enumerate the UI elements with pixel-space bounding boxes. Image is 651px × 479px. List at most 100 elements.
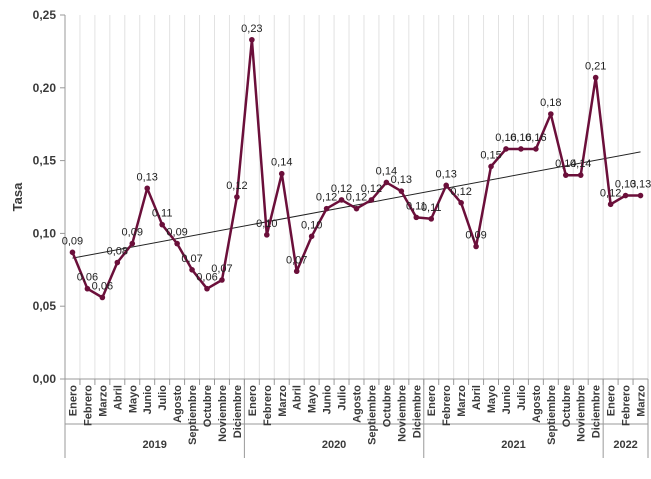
x-tick-label: Enero	[247, 385, 259, 416]
data-label: 0,11	[406, 200, 427, 212]
data-point	[488, 163, 494, 170]
x-tick-label: Agosto	[172, 385, 184, 423]
x-tick-label: Febrero	[262, 385, 274, 426]
data-point	[577, 172, 584, 178]
data-label: 0,21	[585, 61, 606, 73]
data-point	[443, 182, 449, 189]
data-point	[428, 216, 435, 222]
x-tick-label: Noviembre	[217, 385, 229, 442]
x-tick-label: Diciembre	[232, 385, 244, 438]
data-point	[114, 259, 121, 266]
data-label: 0,09	[62, 235, 83, 247]
x-tick-label: Noviembre	[576, 385, 588, 442]
year-group-label: 2020	[322, 439, 346, 451]
data-point	[562, 172, 569, 178]
x-tick-label: Octubre	[561, 385, 573, 427]
x-tick-label: Marzo	[277, 385, 289, 417]
data-label: 0,13	[630, 179, 651, 191]
data-label: 0,18	[540, 97, 561, 109]
data-point	[189, 267, 195, 273]
x-tick-label: Septiembre	[546, 385, 558, 445]
data-label: 0,16	[495, 132, 516, 144]
data-label: 0,07	[286, 254, 307, 266]
y-axis-label: Tasa	[10, 182, 25, 211]
data-point	[293, 268, 300, 275]
x-tick-label: Octubre	[381, 385, 393, 427]
data-point	[548, 111, 554, 117]
year-group-label: 2022	[613, 439, 637, 451]
year-group-label: 2019	[142, 439, 166, 451]
x-tick-label: Enero	[426, 385, 438, 416]
x-tick-label: Marzo	[636, 385, 648, 417]
y-tick-label: 0,10	[33, 226, 57, 240]
data-label: 0,06	[77, 272, 98, 284]
data-point	[607, 201, 614, 208]
x-tick-label: Diciembre	[411, 385, 423, 438]
data-label: 0,10	[256, 218, 277, 230]
x-tick-label: Julio	[157, 385, 169, 411]
x-tick-label: Septiembre	[366, 385, 378, 445]
data-label: 0,13	[615, 179, 636, 191]
data-label: 0,11	[421, 202, 442, 214]
data-point	[234, 194, 240, 200]
data-point	[264, 232, 270, 238]
data-label: 0,16	[510, 132, 531, 144]
data-label: 0,10	[301, 219, 322, 231]
data-point	[308, 233, 315, 240]
data-point	[99, 294, 106, 301]
data-label: 0,13	[435, 168, 456, 180]
data-point	[622, 192, 629, 199]
x-tick-label: Abril	[292, 385, 304, 410]
data-point	[503, 146, 509, 152]
x-tick-label: Agosto	[531, 385, 543, 423]
data-label: 0,09	[122, 227, 143, 239]
x-tick-label: Marzo	[456, 385, 468, 417]
x-tick-label: Abril	[471, 385, 483, 410]
x-tick-label: Julio	[516, 385, 528, 411]
x-tick-label: Agosto	[352, 385, 364, 423]
x-tick-label: Febrero	[82, 385, 94, 426]
x-tick-label: Enero	[606, 385, 618, 416]
data-point	[458, 200, 464, 206]
data-label: 0,12	[226, 180, 247, 192]
data-label: 0,12	[316, 192, 337, 204]
data-point	[174, 240, 180, 247]
data-label: 0,09	[465, 230, 486, 242]
x-tick-label: Diciembre	[591, 385, 603, 438]
data-point	[278, 170, 285, 177]
data-point	[69, 249, 76, 256]
data-point	[637, 192, 644, 199]
data-label: 0,12	[450, 186, 471, 198]
data-point	[323, 205, 330, 212]
data-label: 0,14	[570, 158, 591, 170]
data-label: 0,14	[376, 165, 397, 177]
x-tick-label: Enero	[67, 385, 79, 416]
data-point	[204, 285, 210, 292]
trendline	[72, 151, 641, 259]
data-point	[398, 188, 405, 194]
x-tick-label: Noviembre	[396, 385, 408, 442]
data-label: 0,13	[391, 174, 412, 186]
x-tick-label: Mayo	[127, 385, 139, 413]
year-group-label: 2021	[501, 439, 525, 451]
data-point	[249, 36, 255, 43]
data-label: 0,15	[480, 149, 501, 161]
data-label: 0,16	[525, 132, 546, 144]
x-tick-label: Junio	[142, 385, 154, 415]
data-label: 0,12	[361, 183, 382, 195]
y-tick-label: 0,15	[33, 154, 57, 168]
data-point	[129, 240, 136, 247]
data-point	[533, 146, 539, 152]
data-label: 0,13	[137, 171, 158, 183]
x-tick-label: Junio	[501, 385, 513, 415]
x-tick-label: Julio	[337, 385, 349, 411]
data-label: 0,12	[600, 187, 621, 199]
x-tick-label: Febrero	[621, 385, 633, 426]
x-tick-label: Junio	[322, 385, 334, 415]
data-point	[159, 221, 165, 228]
x-tick-label: Febrero	[441, 385, 453, 426]
data-label: 0,23	[241, 23, 262, 35]
data-point	[518, 146, 524, 152]
